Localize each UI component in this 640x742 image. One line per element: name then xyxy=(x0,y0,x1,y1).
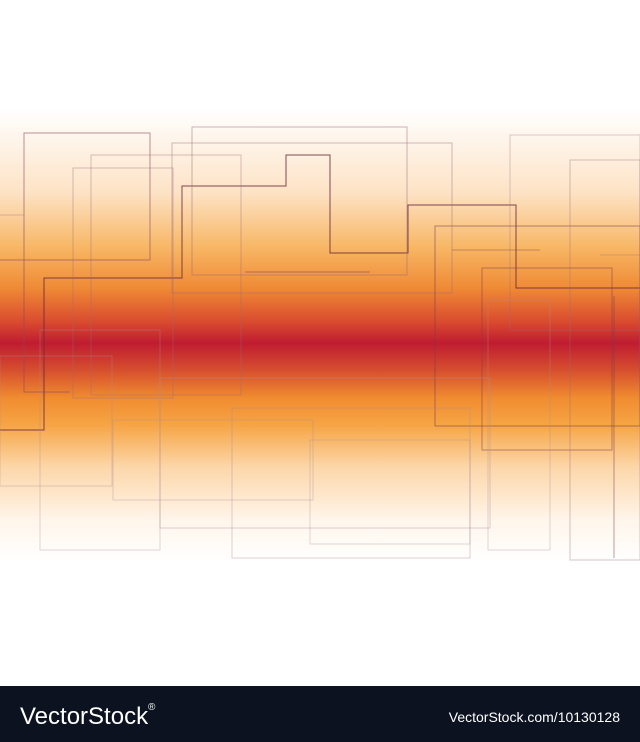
footer-url: VectorStock.com/10130128 xyxy=(449,709,620,725)
line xyxy=(0,132,151,393)
footer-trademark: ® xyxy=(148,702,156,713)
line-pattern xyxy=(0,126,640,561)
line xyxy=(231,407,471,559)
line xyxy=(39,329,161,551)
line xyxy=(0,154,640,431)
line xyxy=(159,377,491,529)
footer-bar xyxy=(0,686,640,742)
line xyxy=(0,355,113,487)
line xyxy=(509,134,640,331)
background-gradient xyxy=(0,0,640,686)
line xyxy=(481,267,613,451)
line xyxy=(487,299,551,551)
footer-logo: VectorStock xyxy=(20,703,149,730)
line xyxy=(191,126,408,276)
line xyxy=(171,142,453,294)
line xyxy=(90,154,242,396)
line xyxy=(434,225,640,427)
line xyxy=(112,419,314,501)
line xyxy=(309,439,471,545)
line xyxy=(72,167,174,399)
line xyxy=(569,159,640,561)
